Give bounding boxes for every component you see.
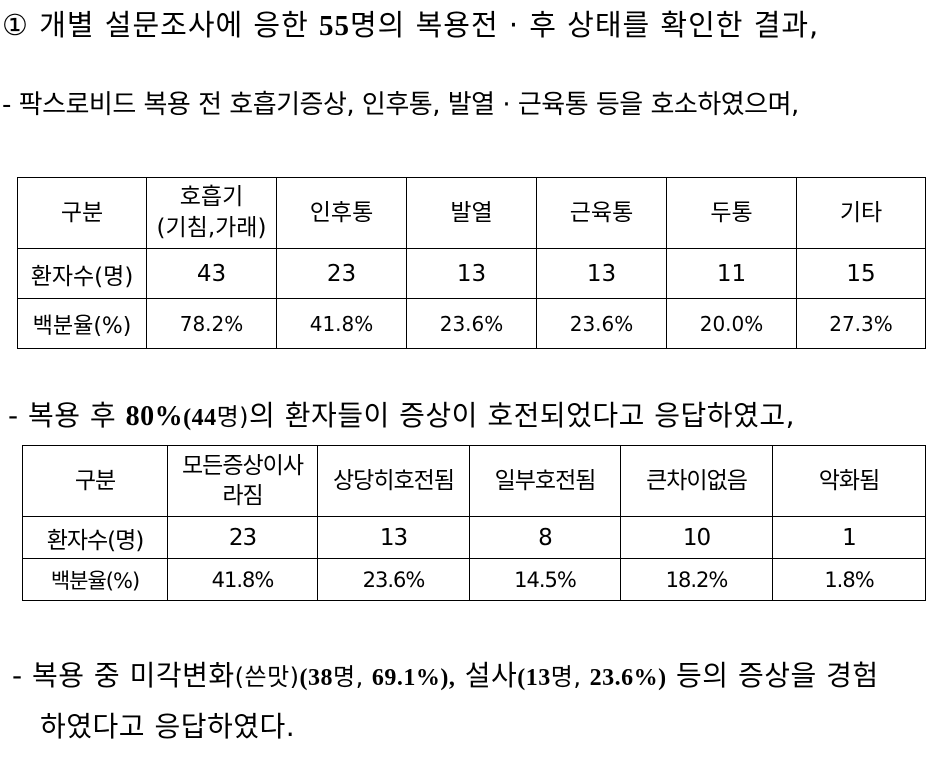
table-header-row: 구분 모든증상이사 라짐 상당히호전됨 일부호전됨 큰차이없음 악화됨 bbox=[22, 445, 926, 517]
table-row: 환자수(명) 43 23 13 13 11 15 bbox=[17, 248, 926, 299]
table-cell: 43 bbox=[146, 248, 277, 299]
side-effects-unit-2: 명, bbox=[550, 663, 590, 691]
table-cell: 18.2% bbox=[620, 558, 773, 601]
header-cell: 기타 bbox=[796, 177, 926, 249]
improvement-text-1: - 복용 후 bbox=[8, 399, 126, 432]
table-cell: 13 bbox=[536, 248, 667, 299]
side-effects-line: - 복용 중 미각변화(쓴맛)(38명, 69.1%), 설사(13명, 23.… bbox=[12, 654, 879, 694]
table-cell: 11 bbox=[666, 248, 797, 299]
header-cell: 구분 bbox=[22, 445, 168, 517]
intro-text-2: 명의 복용전 · 후 상태를 확인한 결과, bbox=[350, 8, 820, 42]
table-cell: 41.8% bbox=[276, 298, 407, 349]
side-effects-text-1: - 복용 중 미각변화 bbox=[12, 659, 235, 692]
table-cell: 23.6% bbox=[536, 298, 667, 349]
header-cell: 두통 bbox=[666, 177, 797, 249]
table-header-row: 구분 호흡기 (기침,가래) 인후통 발열 근육통 두통 기타 bbox=[17, 177, 926, 249]
table-cell: 23 bbox=[276, 248, 407, 299]
side-effects-percent-1: 69.1%), bbox=[371, 665, 456, 691]
side-effects-unit-1: 명, bbox=[333, 663, 372, 691]
table-cell: 20.0% bbox=[666, 298, 797, 349]
table-cell: 1.8% bbox=[772, 558, 926, 601]
row-label: 환자수(명) bbox=[22, 516, 168, 559]
improvement-table: 구분 모든증상이사 라짐 상당히호전됨 일부호전됨 큰차이없음 악화됨 환자수(명… bbox=[22, 445, 926, 601]
table-row: 백분율(%) 41.8% 23.6% 14.5% 18.2% 1.8% bbox=[22, 558, 926, 601]
intro-text-1: 개별 설문조사에 응한 bbox=[29, 8, 319, 42]
intro-line: ① 개별 설문조사에 응한 55명의 복용전 · 후 상태를 확인한 결과, bbox=[2, 2, 819, 44]
improvement-percent: 80% bbox=[125, 401, 184, 432]
header-cell: 큰차이없음 bbox=[620, 445, 773, 517]
circled-number-bullet: ① bbox=[2, 8, 29, 42]
header-cell: 호흡기 (기침,가래) bbox=[146, 177, 277, 249]
improvement-text-2: 의 환자들이 증상이 호전되었다고 응답하였고, bbox=[249, 399, 795, 432]
table-cell: 13 bbox=[406, 248, 537, 299]
table-cell: 23.6% bbox=[406, 298, 537, 349]
table-cell: 1 bbox=[772, 516, 926, 559]
table-cell: 14.5% bbox=[469, 558, 621, 601]
header-cell: 모든증상이사 라짐 bbox=[167, 445, 318, 517]
table-cell: 15 bbox=[796, 248, 926, 299]
row-label: 백분율(%) bbox=[17, 298, 147, 349]
side-effects-count-2: (13 bbox=[517, 665, 551, 691]
header-cell: 상당히호전됨 bbox=[317, 445, 470, 517]
table-cell: 78.2% bbox=[146, 298, 277, 349]
symptoms-table: 구분 호흡기 (기침,가래) 인후통 발열 근육통 두통 기타 환자수(명) 43… bbox=[17, 177, 926, 349]
header-cell: 악화됨 bbox=[772, 445, 926, 517]
side-effects-continuation: 하였다고 응답하였다. bbox=[40, 710, 296, 743]
side-effects-taste: (쓴맛) bbox=[234, 663, 300, 691]
table-cell: 41.8% bbox=[167, 558, 318, 601]
table-cell: 23 bbox=[167, 516, 318, 559]
table-cell: 27.3% bbox=[796, 298, 926, 349]
improvement-line: - 복용 후 80%(44명)의 환자들이 증상이 호전되었다고 응답하였고, bbox=[8, 394, 795, 434]
table-row: 백분율(%) 78.2% 41.8% 23.6% 23.6% 20.0% 27.… bbox=[17, 298, 926, 349]
header-cell: 구분 bbox=[17, 177, 147, 249]
table-cell: 10 bbox=[620, 516, 773, 559]
table-cell: 13 bbox=[317, 516, 470, 559]
respondent-count: 55 bbox=[319, 10, 350, 42]
table-row: 환자수(명) 23 13 8 10 1 bbox=[22, 516, 926, 559]
improvement-count: (44 bbox=[183, 405, 217, 431]
header-cell: 발열 bbox=[406, 177, 537, 249]
side-effects-count-1: (38 bbox=[299, 665, 334, 691]
table-cell: 8 bbox=[469, 516, 621, 559]
symptoms-before-line: - 팍스로비드 복용 전 호흡기증상, 인후통, 발열 · 근육통 등을 호소하… bbox=[2, 90, 799, 120]
side-effects-text-2: 등의 증상을 경험 bbox=[666, 659, 879, 692]
side-effects-percent-2: 23.6%) bbox=[589, 665, 667, 691]
header-cell: 인후통 bbox=[276, 177, 407, 249]
row-label: 백분율(%) bbox=[22, 558, 168, 601]
side-effects-diarrhea: 설사 bbox=[455, 659, 518, 692]
improvement-unit: 명) bbox=[216, 403, 250, 431]
row-label: 환자수(명) bbox=[17, 248, 147, 299]
header-cell: 근육통 bbox=[536, 177, 667, 249]
header-cell: 일부호전됨 bbox=[469, 445, 621, 517]
table-cell: 23.6% bbox=[317, 558, 470, 601]
